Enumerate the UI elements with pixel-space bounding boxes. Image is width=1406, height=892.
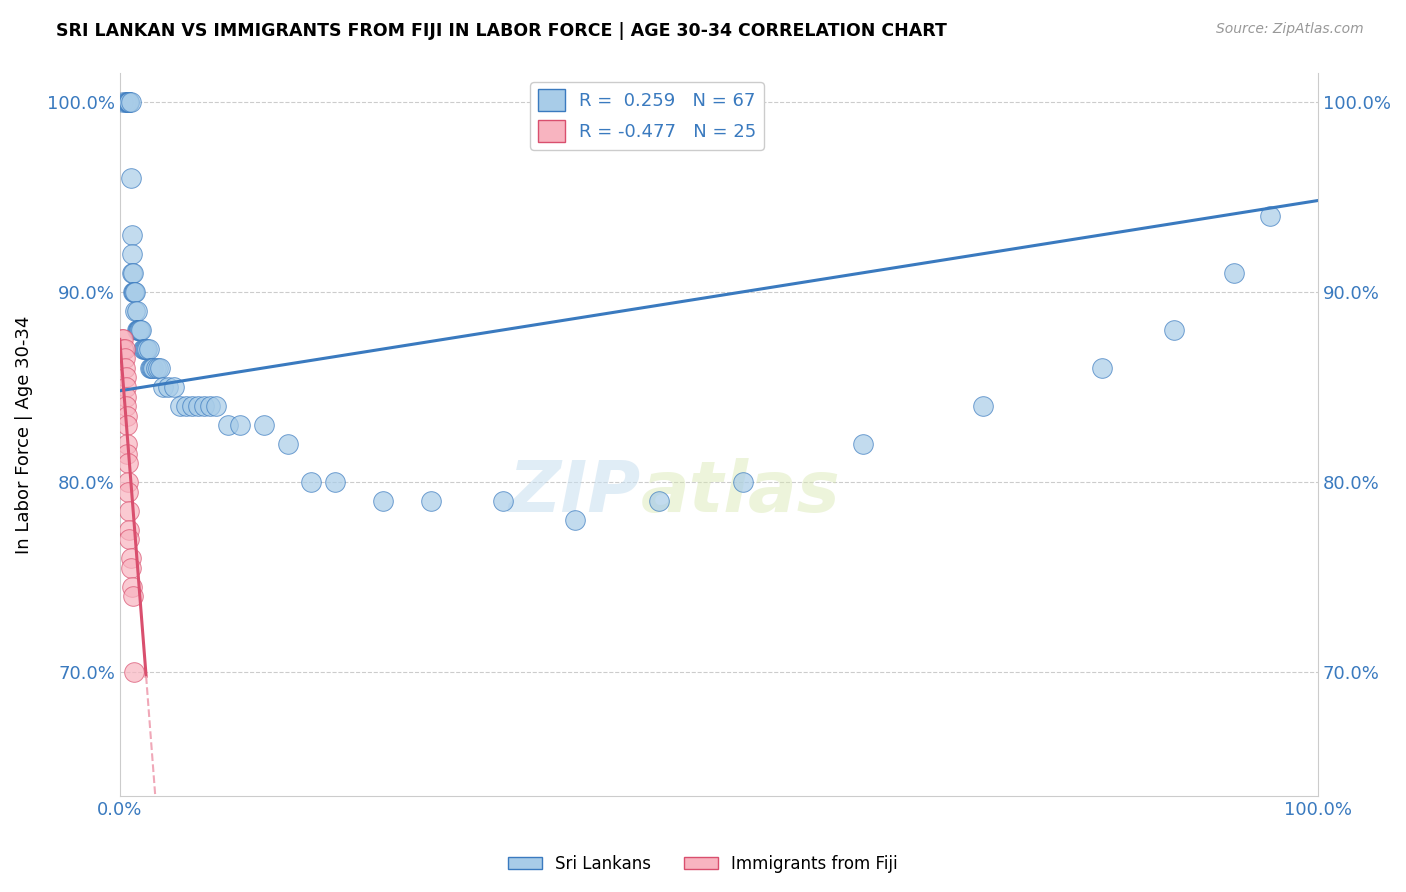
Point — [114, 390, 136, 404]
Point — [125, 323, 148, 337]
Point — [124, 285, 146, 299]
Point — [136, 342, 159, 356]
Point — [193, 399, 215, 413]
Point — [115, 437, 138, 451]
Point — [120, 170, 142, 185]
Point — [301, 475, 323, 490]
Point — [117, 456, 139, 470]
Point — [217, 418, 239, 433]
Point — [131, 342, 153, 356]
Point — [138, 361, 160, 376]
Point — [139, 361, 162, 376]
Point — [114, 361, 136, 376]
Point — [1091, 361, 1114, 376]
Point — [138, 342, 160, 356]
Text: atlas: atlas — [641, 458, 841, 527]
Point — [122, 285, 145, 299]
Point — [121, 266, 143, 280]
Point — [114, 95, 136, 109]
Point — [252, 418, 274, 433]
Point — [174, 399, 197, 413]
Point — [492, 494, 515, 508]
Point — [114, 342, 136, 356]
Point — [420, 494, 443, 508]
Point — [129, 323, 152, 337]
Point — [972, 399, 994, 413]
Point — [1223, 266, 1246, 280]
Y-axis label: In Labor Force | Age 30-34: In Labor Force | Age 30-34 — [15, 316, 32, 554]
Point — [325, 475, 347, 490]
Point — [117, 484, 139, 499]
Point — [121, 247, 143, 261]
Point — [134, 342, 156, 356]
Point — [122, 590, 145, 604]
Point — [122, 285, 145, 299]
Text: Source: ZipAtlas.com: Source: ZipAtlas.com — [1216, 22, 1364, 37]
Text: SRI LANKAN VS IMMIGRANTS FROM FIJI IN LABOR FORCE | AGE 30-34 CORRELATION CHART: SRI LANKAN VS IMMIGRANTS FROM FIJI IN LA… — [56, 22, 948, 40]
Point — [118, 523, 141, 537]
Point — [112, 333, 135, 347]
Point — [112, 342, 135, 356]
Point — [115, 409, 138, 423]
Point — [122, 285, 145, 299]
Point — [114, 380, 136, 394]
Point — [121, 227, 143, 242]
Point — [152, 380, 174, 394]
Point — [122, 665, 145, 680]
Point — [115, 418, 138, 433]
Point — [1258, 209, 1281, 223]
Point — [117, 475, 139, 490]
Point — [120, 95, 142, 109]
Point — [135, 342, 157, 356]
Point — [149, 361, 172, 376]
Point — [122, 266, 145, 280]
Point — [114, 370, 136, 384]
Point — [1163, 323, 1185, 337]
Point — [118, 533, 141, 547]
Point — [131, 323, 153, 337]
Point — [198, 399, 221, 413]
Point — [125, 304, 148, 318]
Point — [146, 361, 169, 376]
Point — [117, 95, 139, 109]
Point — [118, 95, 141, 109]
Point — [204, 399, 226, 413]
Point — [163, 380, 186, 394]
Point — [127, 323, 149, 337]
Point — [648, 494, 671, 508]
Legend: R =  0.259   N = 67, R = -0.477   N = 25: R = 0.259 N = 67, R = -0.477 N = 25 — [530, 82, 763, 150]
Point — [115, 447, 138, 461]
Point — [156, 380, 179, 394]
Point — [127, 323, 149, 337]
Point — [111, 333, 134, 347]
Text: ZIP: ZIP — [509, 458, 641, 527]
Point — [117, 95, 139, 109]
Point — [142, 361, 165, 376]
Point — [124, 304, 146, 318]
Point — [373, 494, 395, 508]
Point — [852, 437, 875, 451]
Point — [141, 361, 163, 376]
Point — [180, 399, 202, 413]
Point — [228, 418, 250, 433]
Point — [128, 323, 150, 337]
Point — [128, 323, 150, 337]
Point — [118, 504, 141, 518]
Point — [112, 95, 135, 109]
Point — [132, 342, 155, 356]
Point — [118, 95, 141, 109]
Point — [187, 399, 209, 413]
Point — [114, 399, 136, 413]
Point — [121, 580, 143, 594]
Point — [145, 361, 167, 376]
Legend: Sri Lankans, Immigrants from Fiji: Sri Lankans, Immigrants from Fiji — [502, 848, 904, 880]
Point — [115, 95, 138, 109]
Point — [120, 551, 142, 566]
Point — [114, 351, 136, 366]
Point — [169, 399, 191, 413]
Point — [276, 437, 298, 451]
Point — [564, 513, 586, 527]
Point — [120, 561, 142, 575]
Point — [731, 475, 754, 490]
